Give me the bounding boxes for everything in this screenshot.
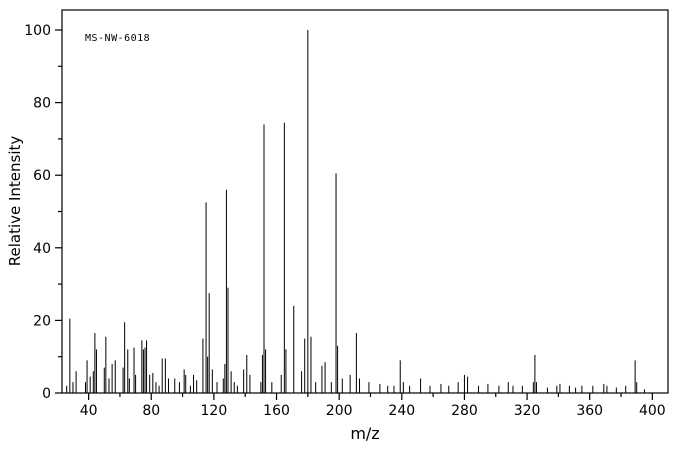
svg-text:200: 200 bbox=[326, 403, 353, 419]
svg-text:100: 100 bbox=[24, 23, 51, 39]
svg-text:240: 240 bbox=[388, 403, 415, 419]
svg-text:400: 400 bbox=[639, 403, 666, 419]
svg-text:280: 280 bbox=[451, 403, 478, 419]
plot-frame bbox=[61, 9, 669, 394]
y-axis-ticks: 0 20 40 60 80 100 bbox=[24, 23, 62, 402]
svg-text:360: 360 bbox=[576, 403, 603, 419]
svg-text:80: 80 bbox=[33, 96, 51, 112]
svg-text:0: 0 bbox=[42, 386, 51, 402]
spectrum-peaks bbox=[66, 30, 646, 393]
spectrum-id-label: MS-NW-6018 bbox=[85, 33, 151, 44]
svg-text:40: 40 bbox=[80, 403, 98, 419]
svg-text:160: 160 bbox=[263, 403, 290, 419]
svg-text:80: 80 bbox=[142, 403, 160, 419]
x-axis-ticks: 40 80 120 160 200 240 280 320 360 400 bbox=[80, 393, 666, 419]
svg-text:120: 120 bbox=[201, 403, 228, 419]
y-axis-label: Relative Intensity bbox=[6, 135, 24, 267]
svg-text:20: 20 bbox=[33, 313, 51, 329]
svg-text:320: 320 bbox=[514, 403, 541, 419]
svg-text:60: 60 bbox=[33, 168, 51, 184]
x-axis-label: m/z bbox=[350, 424, 380, 443]
svg-text:40: 40 bbox=[33, 241, 51, 257]
